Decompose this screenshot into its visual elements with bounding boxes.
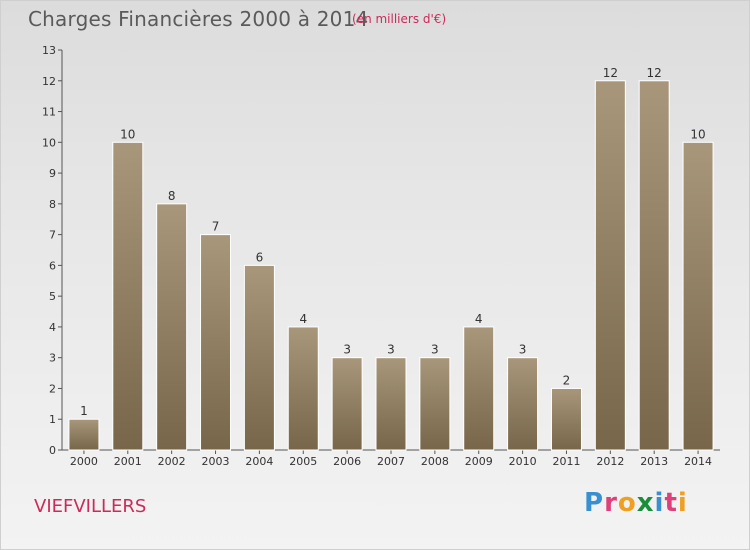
data-label-2007: 3 — [387, 343, 395, 357]
data-label-2000: 1 — [80, 404, 88, 418]
bar-2004 — [243, 264, 275, 451]
y-tick-label: 1 — [49, 413, 56, 426]
bar-2009 — [463, 326, 495, 451]
x-tick-label-2010: 2010 — [509, 455, 537, 468]
y-tick-label: 4 — [49, 321, 56, 334]
bar-2010 — [507, 357, 539, 451]
x-tick-label-2006: 2006 — [333, 455, 361, 468]
data-label-2004: 6 — [256, 250, 264, 264]
bar-2007 — [375, 357, 407, 451]
y-tick-label: 7 — [49, 229, 56, 242]
x-tick-label-2012: 2012 — [596, 455, 624, 468]
chart-title: Charges Financières 2000 à 2014 — [28, 7, 369, 31]
bar-2011 — [550, 387, 582, 451]
y-tick-label: 0 — [49, 444, 56, 457]
data-label-2002: 8 — [168, 189, 176, 203]
y-tick-label: 9 — [49, 167, 56, 180]
bar-2001 — [112, 141, 144, 451]
bar-2006 — [331, 357, 363, 451]
proxiti-logo: Proxiti — [584, 488, 688, 518]
y-tick-label: 10 — [42, 136, 56, 149]
x-tick-label-2002: 2002 — [158, 455, 186, 468]
data-label-2010: 3 — [519, 343, 527, 357]
y-tick-label: 13 — [42, 44, 56, 57]
y-tick-label: 6 — [49, 259, 56, 272]
x-tick-label-2000: 2000 — [70, 455, 98, 468]
y-tick-label: 11 — [42, 106, 56, 119]
x-tick-label-2008: 2008 — [421, 455, 449, 468]
bar-2008 — [419, 357, 451, 451]
bar-2002 — [156, 203, 188, 451]
chart-subtitle: (en milliers d'€) — [352, 12, 447, 26]
data-label-2014: 10 — [690, 127, 705, 141]
commune-name: VIEFVILLERS — [34, 496, 147, 517]
bar-2005 — [287, 326, 319, 451]
x-tick-label-2005: 2005 — [289, 455, 317, 468]
bar-2013 — [638, 80, 670, 451]
x-tick-label-2014: 2014 — [684, 455, 712, 468]
y-tick-label: 2 — [49, 382, 56, 395]
data-label-2003: 7 — [212, 220, 220, 234]
bar-2012 — [594, 80, 626, 451]
data-label-2008: 3 — [431, 343, 439, 357]
y-tick-label: 12 — [42, 75, 56, 88]
x-tick-label-2001: 2001 — [114, 455, 142, 468]
y-tick-label: 5 — [49, 290, 56, 303]
data-label-2006: 3 — [343, 343, 351, 357]
x-tick-label-2011: 2011 — [552, 455, 580, 468]
y-tick-label: 8 — [49, 198, 56, 211]
data-label-2005: 4 — [299, 312, 307, 326]
data-label-2013: 12 — [647, 66, 662, 80]
x-tick-label-2009: 2009 — [465, 455, 493, 468]
data-label-2012: 12 — [603, 66, 618, 80]
data-label-2001: 10 — [120, 127, 135, 141]
bar-2000 — [68, 418, 100, 451]
y-tick-label: 3 — [49, 352, 56, 365]
data-label-2011: 2 — [563, 373, 571, 387]
x-tick-label-2004: 2004 — [245, 455, 273, 468]
bar-2014 — [682, 141, 714, 451]
bar-2003 — [200, 234, 232, 451]
x-tick-label-2003: 2003 — [202, 455, 230, 468]
data-label-2009: 4 — [475, 312, 483, 326]
x-tick-label-2007: 2007 — [377, 455, 405, 468]
x-tick-label-2013: 2013 — [640, 455, 668, 468]
